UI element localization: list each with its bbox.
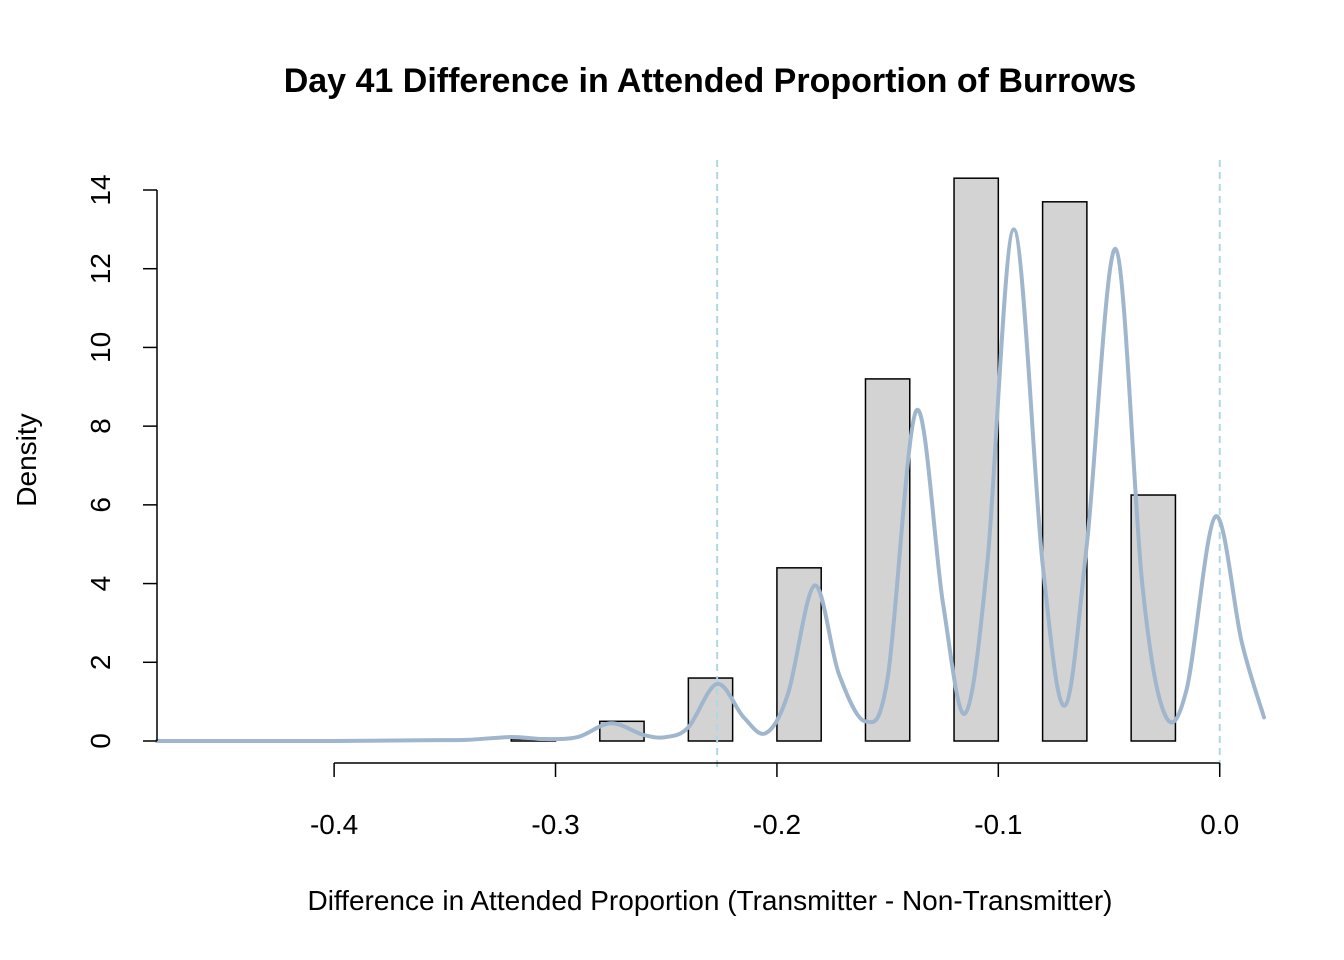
y-tick-label: 12 — [85, 253, 116, 284]
y-tick-label: 14 — [85, 174, 116, 205]
x-axis-label: Difference in Attended Proportion (Trans… — [307, 885, 1112, 916]
x-tick-label: -0.4 — [310, 809, 358, 840]
histogram-bar — [953, 177, 1000, 742]
histogram-bar — [599, 720, 645, 742]
y-tick-label: 10 — [85, 332, 116, 363]
y-tick-label: 8 — [85, 418, 116, 434]
y-axis-label: Density — [11, 413, 42, 506]
y-tick-label: 4 — [85, 576, 116, 592]
reference-lines — [716, 160, 1221, 768]
histogram-bar — [776, 567, 822, 742]
x-tick-label: 0.0 — [1200, 809, 1239, 840]
histogram-bar — [1041, 201, 1088, 742]
y-tick-label: 0 — [85, 733, 116, 749]
chart-title: Day 41 Difference in Attended Proportion… — [284, 62, 1137, 100]
density-curve-layer — [155, 227, 1266, 744]
histogram-bars — [510, 177, 1177, 742]
x-axis: -0.4 -0.3 -0.2 -0.1 0.0 — [310, 762, 1239, 840]
x-tick-label: -0.3 — [531, 809, 579, 840]
x-tick-label: -0.1 — [974, 809, 1022, 840]
histogram-bar — [864, 378, 911, 742]
y-axis: 0 2 4 6 8 10 12 14 — [85, 174, 158, 749]
y-tick-label: 6 — [85, 497, 116, 513]
y-tick-label: 2 — [85, 655, 116, 671]
density-curve — [155, 227, 1266, 744]
x-tick-label: -0.2 — [753, 809, 801, 840]
